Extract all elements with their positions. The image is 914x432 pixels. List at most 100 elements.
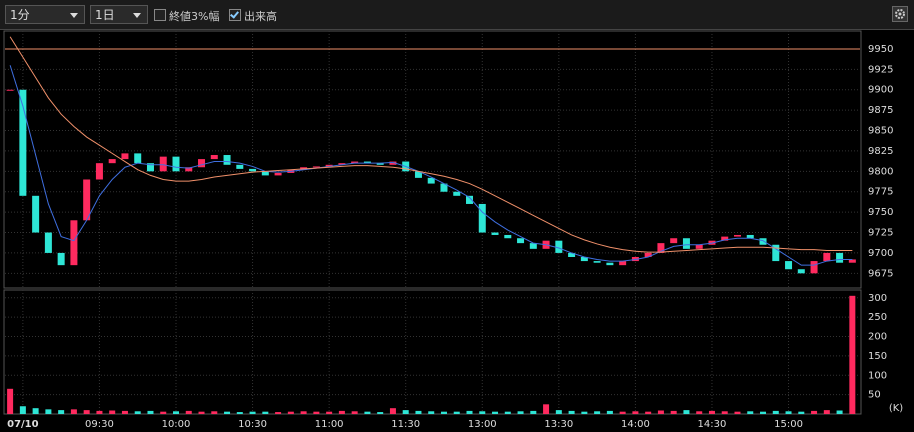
y-tick-label: 9675 <box>868 268 893 279</box>
volume-bar <box>287 411 294 414</box>
x-tick-label: 10:30 <box>238 419 267 430</box>
candle <box>287 169 295 173</box>
candle <box>733 234 741 237</box>
candle <box>759 238 767 245</box>
y-tick-label: 50 <box>868 390 881 401</box>
candle <box>70 220 78 266</box>
volume-bar <box>83 410 90 414</box>
candle <box>223 155 231 165</box>
range-select[interactable]: 1日 <box>90 5 148 24</box>
x-tick-label: 07/10 <box>7 419 39 430</box>
volume-bar <box>798 411 805 414</box>
y-tick-label: 9875 <box>868 105 893 116</box>
candle <box>657 243 665 253</box>
volume-unit: (K) <box>889 403 903 414</box>
candle <box>593 261 601 263</box>
x-tick-label: 09:30 <box>85 419 114 430</box>
volume-bar <box>160 411 167 414</box>
volume-bar <box>58 410 65 414</box>
candle <box>580 256 588 262</box>
volume-bar <box>224 411 231 414</box>
checkbox[interactable] <box>229 9 241 21</box>
option-label: 終値3%幅 <box>169 10 220 23</box>
volume-bar <box>275 412 282 414</box>
volume-bar <box>479 411 486 414</box>
x-tick-label: 13:30 <box>544 419 573 430</box>
volume-bar <box>198 411 205 414</box>
volume-bar <box>211 411 218 414</box>
volume-bar <box>721 411 728 414</box>
volume-bar <box>402 410 409 414</box>
volume-bar <box>173 411 179 414</box>
y-tick-label: 200 <box>868 332 887 343</box>
y-tick-label: 9925 <box>868 64 893 75</box>
candle <box>721 236 729 241</box>
candle <box>44 232 52 253</box>
candle <box>555 240 563 253</box>
volume-bar <box>7 388 14 414</box>
candle <box>325 164 333 167</box>
volume-bar <box>683 410 690 414</box>
candle <box>836 252 844 263</box>
candle <box>274 172 282 176</box>
candle <box>644 252 652 257</box>
volume-bar <box>492 411 499 414</box>
candle <box>249 168 257 172</box>
candle <box>670 238 678 244</box>
volume-bar <box>249 411 256 414</box>
candle <box>83 179 91 221</box>
y-tick-label: 250 <box>868 312 887 323</box>
volume-bar <box>96 410 103 414</box>
candle <box>121 153 129 160</box>
volume-bar <box>415 410 422 414</box>
volume-bar <box>466 410 473 414</box>
volume-bar <box>428 411 435 414</box>
interval-select[interactable]: 1分 <box>5 5 85 24</box>
candle <box>198 159 206 168</box>
y-tick-label: 9750 <box>868 207 893 218</box>
checkbox[interactable] <box>154 9 166 21</box>
candle <box>57 252 65 266</box>
candle <box>108 159 116 164</box>
candle <box>363 161 371 164</box>
volume-bar <box>708 410 715 414</box>
moving-average <box>9 65 853 266</box>
x-tick-label: 14:00 <box>621 419 650 430</box>
option[interactable]: 出来高 <box>229 8 277 24</box>
candle <box>146 163 154 172</box>
y-tick-label: 100 <box>868 370 887 381</box>
x-tick-label: 15:00 <box>774 419 803 430</box>
candle <box>848 259 856 263</box>
price-panel <box>3 30 862 289</box>
y-tick-label: 9700 <box>868 248 893 259</box>
candle <box>810 261 818 274</box>
candle <box>376 163 384 165</box>
candle <box>491 232 499 235</box>
volume-bar <box>236 412 243 414</box>
volume-bar <box>389 408 396 414</box>
candle <box>466 195 474 204</box>
volume-bar <box>670 410 677 414</box>
volume-bar <box>70 409 77 414</box>
volume-bar <box>543 404 550 414</box>
x-tick-label: 11:30 <box>391 419 420 430</box>
volume-bar <box>504 411 511 414</box>
volume-bar <box>45 409 52 414</box>
volume-bar <box>772 410 779 414</box>
candle <box>300 167 308 170</box>
volume-bar <box>530 410 537 414</box>
volume-bar <box>568 410 575 414</box>
candle <box>785 261 793 270</box>
option-label: 出来高 <box>244 10 277 23</box>
candle <box>797 269 805 274</box>
volume-bar <box>606 410 613 414</box>
volume-bar <box>147 410 154 414</box>
candle <box>414 171 422 178</box>
x-tick-label: 13:00 <box>468 419 497 430</box>
candle <box>19 89 27 196</box>
volume-bar <box>262 411 269 414</box>
volume-bar <box>19 406 26 414</box>
option[interactable]: 終値3%幅 <box>154 8 219 24</box>
settings-button[interactable] <box>892 6 908 22</box>
